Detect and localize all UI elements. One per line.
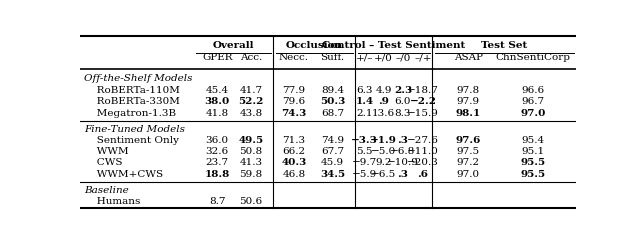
Text: 41.8: 41.8 (205, 109, 228, 118)
Text: 67.7: 67.7 (321, 147, 344, 156)
Text: CWS: CWS (88, 158, 123, 167)
Text: −5.0: −5.0 (371, 147, 396, 156)
Text: Test Set: Test Set (481, 40, 527, 50)
Text: 95.5: 95.5 (520, 169, 545, 178)
Text: 98.1: 98.1 (456, 109, 481, 118)
Text: 45.4: 45.4 (205, 86, 228, 95)
Text: 52.2: 52.2 (238, 97, 264, 106)
Text: 49.5: 49.5 (238, 136, 264, 145)
Text: 97.2: 97.2 (456, 158, 480, 167)
Text: 6.0: 6.0 (395, 97, 411, 106)
Text: 40.3: 40.3 (281, 158, 307, 167)
Text: −10.9: −10.9 (387, 158, 419, 167)
Text: 74.9: 74.9 (321, 136, 344, 145)
Text: 50.8: 50.8 (239, 147, 262, 156)
Text: 4.9: 4.9 (376, 86, 392, 95)
Text: 41.3: 41.3 (239, 158, 262, 167)
Text: .9: .9 (378, 97, 389, 106)
Text: 2.1: 2.1 (356, 109, 372, 118)
Text: Suff.: Suff. (320, 53, 344, 62)
Text: 97.8: 97.8 (456, 86, 480, 95)
Text: RoBERTa-330M: RoBERTa-330M (88, 97, 180, 106)
Text: 95.4: 95.4 (522, 136, 545, 145)
Text: WWM: WWM (88, 147, 129, 156)
Text: −6.5: −6.5 (371, 169, 396, 178)
Text: WWM+CWS: WWM+CWS (88, 169, 164, 178)
Text: 32.6: 32.6 (205, 147, 228, 156)
Text: 2.3: 2.3 (394, 86, 412, 95)
Text: −6.8: −6.8 (390, 147, 415, 156)
Text: 45.9: 45.9 (321, 158, 344, 167)
Text: 77.9: 77.9 (282, 86, 305, 95)
Text: 8.7: 8.7 (209, 197, 225, 205)
Text: –/0: –/0 (396, 53, 411, 62)
Text: 59.8: 59.8 (239, 169, 262, 178)
Text: 50.6: 50.6 (239, 197, 262, 205)
Text: 96.6: 96.6 (522, 86, 545, 95)
Text: 8.3: 8.3 (395, 109, 411, 118)
Text: RoBERTa-110M: RoBERTa-110M (88, 86, 180, 95)
Text: −2.2: −2.2 (410, 97, 436, 106)
Text: 1.4: 1.4 (355, 97, 374, 106)
Text: ChnSentiCorp: ChnSentiCorp (495, 53, 570, 62)
Text: 95.5: 95.5 (520, 158, 545, 167)
Text: 66.2: 66.2 (282, 147, 305, 156)
Text: 43.8: 43.8 (239, 109, 262, 118)
Text: −20.3: −20.3 (407, 158, 439, 167)
Text: 97.6: 97.6 (456, 136, 481, 145)
Text: 41.7: 41.7 (239, 86, 262, 95)
Text: 79.6: 79.6 (282, 97, 305, 106)
Text: Overall: Overall (212, 40, 254, 50)
Text: 97.0: 97.0 (520, 109, 545, 118)
Text: ASAP: ASAP (454, 53, 483, 62)
Text: +/0: +/0 (374, 53, 393, 62)
Text: Occlusion: Occlusion (286, 40, 343, 50)
Text: 46.8: 46.8 (282, 169, 305, 178)
Text: 74.3: 74.3 (281, 109, 307, 118)
Text: Fine-Tuned Models: Fine-Tuned Models (84, 125, 185, 134)
Text: −9.7: −9.7 (352, 158, 377, 167)
Text: 18.8: 18.8 (205, 169, 230, 178)
Text: Off-the-Shelf Models: Off-the-Shelf Models (84, 74, 193, 83)
Text: +/–: +/– (356, 53, 373, 62)
Text: Humans: Humans (88, 197, 141, 205)
Text: −27.6: −27.6 (407, 136, 439, 145)
Text: 50.3: 50.3 (320, 97, 345, 106)
Text: 34.5: 34.5 (320, 169, 345, 178)
Text: −3.3: −3.3 (351, 136, 378, 145)
Text: .3: .3 (397, 136, 408, 145)
Text: −18.7: −18.7 (407, 86, 439, 95)
Text: Megatron-1.3B: Megatron-1.3B (88, 109, 177, 118)
Text: −15.9: −15.9 (407, 109, 439, 118)
Text: Necc.: Necc. (279, 53, 309, 62)
Text: 89.4: 89.4 (321, 86, 344, 95)
Text: −1.9: −1.9 (371, 136, 397, 145)
Text: 68.7: 68.7 (321, 109, 344, 118)
Text: 13.6: 13.6 (372, 109, 396, 118)
Text: 97.0: 97.0 (456, 169, 480, 178)
Text: 23.7: 23.7 (205, 158, 228, 167)
Text: 38.0: 38.0 (205, 97, 230, 106)
Text: GPER: GPER (202, 53, 232, 62)
Text: −11.0: −11.0 (407, 147, 439, 156)
Text: 97.9: 97.9 (456, 97, 480, 106)
Text: Sentiment Only: Sentiment Only (88, 136, 179, 145)
Text: 97.5: 97.5 (456, 147, 480, 156)
Text: 6.3: 6.3 (356, 86, 372, 95)
Text: 95.1: 95.1 (522, 147, 545, 156)
Text: 36.0: 36.0 (205, 136, 228, 145)
Text: Control – Test Sentiment: Control – Test Sentiment (322, 40, 465, 50)
Text: 71.3: 71.3 (282, 136, 305, 145)
Text: .6: .6 (417, 169, 428, 178)
Text: –/+: –/+ (414, 53, 432, 62)
Text: 5.5: 5.5 (356, 147, 372, 156)
Text: Baseline: Baseline (84, 186, 129, 195)
Text: 96.7: 96.7 (522, 97, 545, 106)
Text: 9.2: 9.2 (376, 158, 392, 167)
Text: Acc.: Acc. (240, 53, 262, 62)
Text: −5.9: −5.9 (352, 169, 377, 178)
Text: .3: .3 (397, 169, 408, 178)
